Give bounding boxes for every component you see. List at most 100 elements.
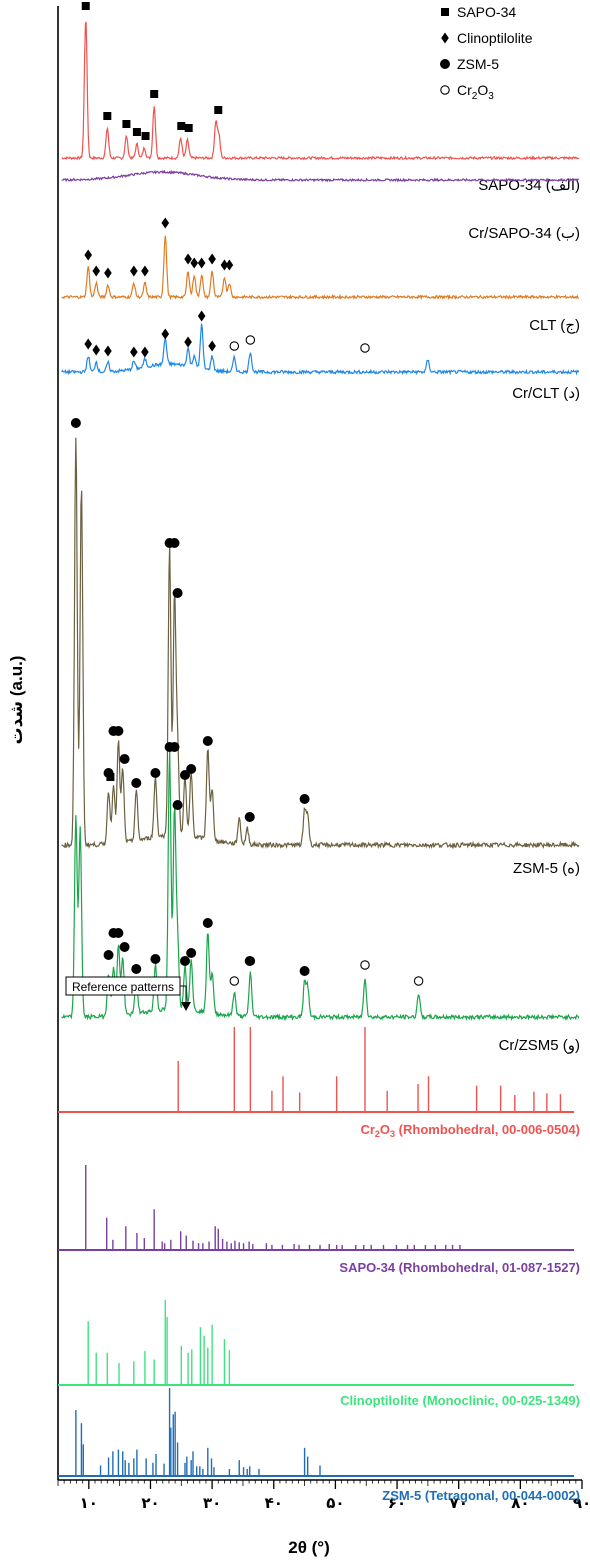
zsm5-marker [172,800,183,810]
clinoptilolite-marker [190,257,199,269]
legend-item: SAPO-34 [441,4,516,20]
zsm5-marker [119,754,130,764]
clinoptilolite-marker [441,32,449,44]
zsm5-marker [131,964,142,974]
zsm5-marker [113,928,124,938]
reference-patterns: Cr2O3 (Rhombohedral, 00-006-0504) SAPO-34… [58,1027,580,1503]
clinoptilolite-marker [184,253,192,265]
cr2o3-marker [229,976,240,986]
zsm5-marker [179,770,190,780]
zsm5-marker [169,742,180,752]
clinoptilolite-marker [92,344,101,356]
reference-pattern: SAPO-34 (Rhombohedral, 01-087-1527) [58,1165,580,1275]
x-tick-label: ۷۰ [450,1495,468,1512]
clinoptilolite-marker [141,346,149,358]
zsm5-marker [440,59,450,69]
legend-label: ZSM-5 [457,56,499,72]
sapo34-marker [106,773,115,781]
zsm5-marker [244,812,255,822]
clinoptilolite-marker [141,265,149,277]
zsm5-marker [244,956,255,966]
legend-item: Clinoptilolite [441,30,533,46]
legend-label: Cr2O3 [457,82,494,102]
zsm5-marker [299,794,310,804]
x-tick-label: ۱۰ [80,1495,98,1512]
x-tick-label: ۴۰ [265,1495,283,1512]
sample-series: CLT (ج) [61,217,580,335]
sample-series: Cr/CLT (د) [61,310,580,402]
sapo34-marker [122,120,131,128]
zsm5-marker [131,778,142,788]
reference-callout-arrow-head [181,1002,191,1011]
sample-trace [61,21,580,161]
reference-label: Clinoptilolite (Monoclinic, 00-025-1349) [340,1393,580,1408]
reference-callout-label: Reference patterns [72,980,174,994]
zsm5-marker [179,956,190,966]
clinoptilolite-marker [225,259,234,271]
reference-label: SAPO-34 (Rhombohedral, 01-087-1527) [339,1260,580,1275]
sapo34-marker [214,106,223,114]
reference-pattern: ZSM-5 (Tetragonal, 00-044-0002) [58,1388,580,1503]
clinoptilolite-marker [92,265,101,277]
sample-label: CLT (ج) [529,317,580,335]
sample-label: ZSM-5 (ه) [513,860,580,877]
legend-item: ZSM-5 [440,56,499,72]
sapo34-marker [132,128,141,136]
clinoptilolite-marker [208,340,216,352]
sample-series: Cr/SAPO-34 (ب) [61,169,580,242]
sapo34-marker [150,90,159,98]
zsm5-marker [202,736,213,746]
sapo34-marker [81,2,90,10]
clinoptilolite-marker [208,253,216,265]
clinoptilolite-marker [84,249,93,261]
sample-label: Cr/CLT (د) [512,385,580,402]
clinoptilolite-marker [130,265,138,277]
cr2o3-marker [360,343,370,353]
sample-series: Cr/ZSM5 (و) [61,742,580,1054]
clinoptilolite-marker [161,328,170,340]
sample-patterns: SAPO-34 (الف) Cr/SAPO-34 (ب) CLT (ج) Cr/CLT… [61,2,580,1054]
zsm5-marker [299,966,310,976]
x-tick-label: ۲۰ [141,1495,159,1512]
zsm5-marker [186,764,197,774]
x-tick-label: ۸۰ [511,1495,529,1512]
reference-pattern: Clinoptilolite (Monoclinic, 00-025-1349) [58,1300,580,1408]
sample-trace [61,169,579,183]
clinoptilolite-marker [197,257,206,269]
sample-label: SAPO-34 (الف) [478,177,580,194]
reference-label: Cr2O3 (Rhombohedral, 00-006-0504) [360,1122,580,1139]
clinoptilolite-marker [197,310,206,322]
zsm5-marker [202,918,213,928]
sapo34-marker [141,132,150,140]
zsm5-marker [150,954,161,964]
y-axis-label: شدت (a.u.) [7,656,26,745]
sample-series: ZSM-5 (ه) [61,418,580,877]
zsm5-marker [113,726,124,736]
sample-label: Cr/ZSM5 (و) [499,1037,580,1054]
zsm5-marker [150,768,161,778]
sample-label: Cr/SAPO-34 (ب) [468,225,580,242]
clinoptilolite-marker [84,338,93,350]
sapo34-marker [184,124,193,132]
sapo34-marker [441,8,449,16]
sample-trace [61,437,580,850]
legend-label: SAPO-34 [457,4,516,20]
cr2o3-marker [245,335,256,345]
zsm5-marker [103,950,114,960]
zsm5-marker [119,942,130,952]
clinoptilolite-marker [184,336,192,348]
cr2o3-marker [413,976,424,986]
sample-trace [61,750,580,1022]
reference-callout: Reference patterns [65,976,191,1011]
clinoptilolite-marker [130,346,138,358]
plot-frame [57,6,582,1481]
x-tick-label: ۹۰ [573,1495,590,1512]
x-axis-label: 2θ (°) [288,1538,330,1557]
sample-trace [61,323,580,376]
legend-item: Cr2O3 [440,82,494,102]
clinoptilolite-marker [220,259,229,271]
sapo34-marker [177,122,186,130]
zsm5-marker [70,418,81,428]
legend-label: Clinoptilolite [457,30,533,46]
